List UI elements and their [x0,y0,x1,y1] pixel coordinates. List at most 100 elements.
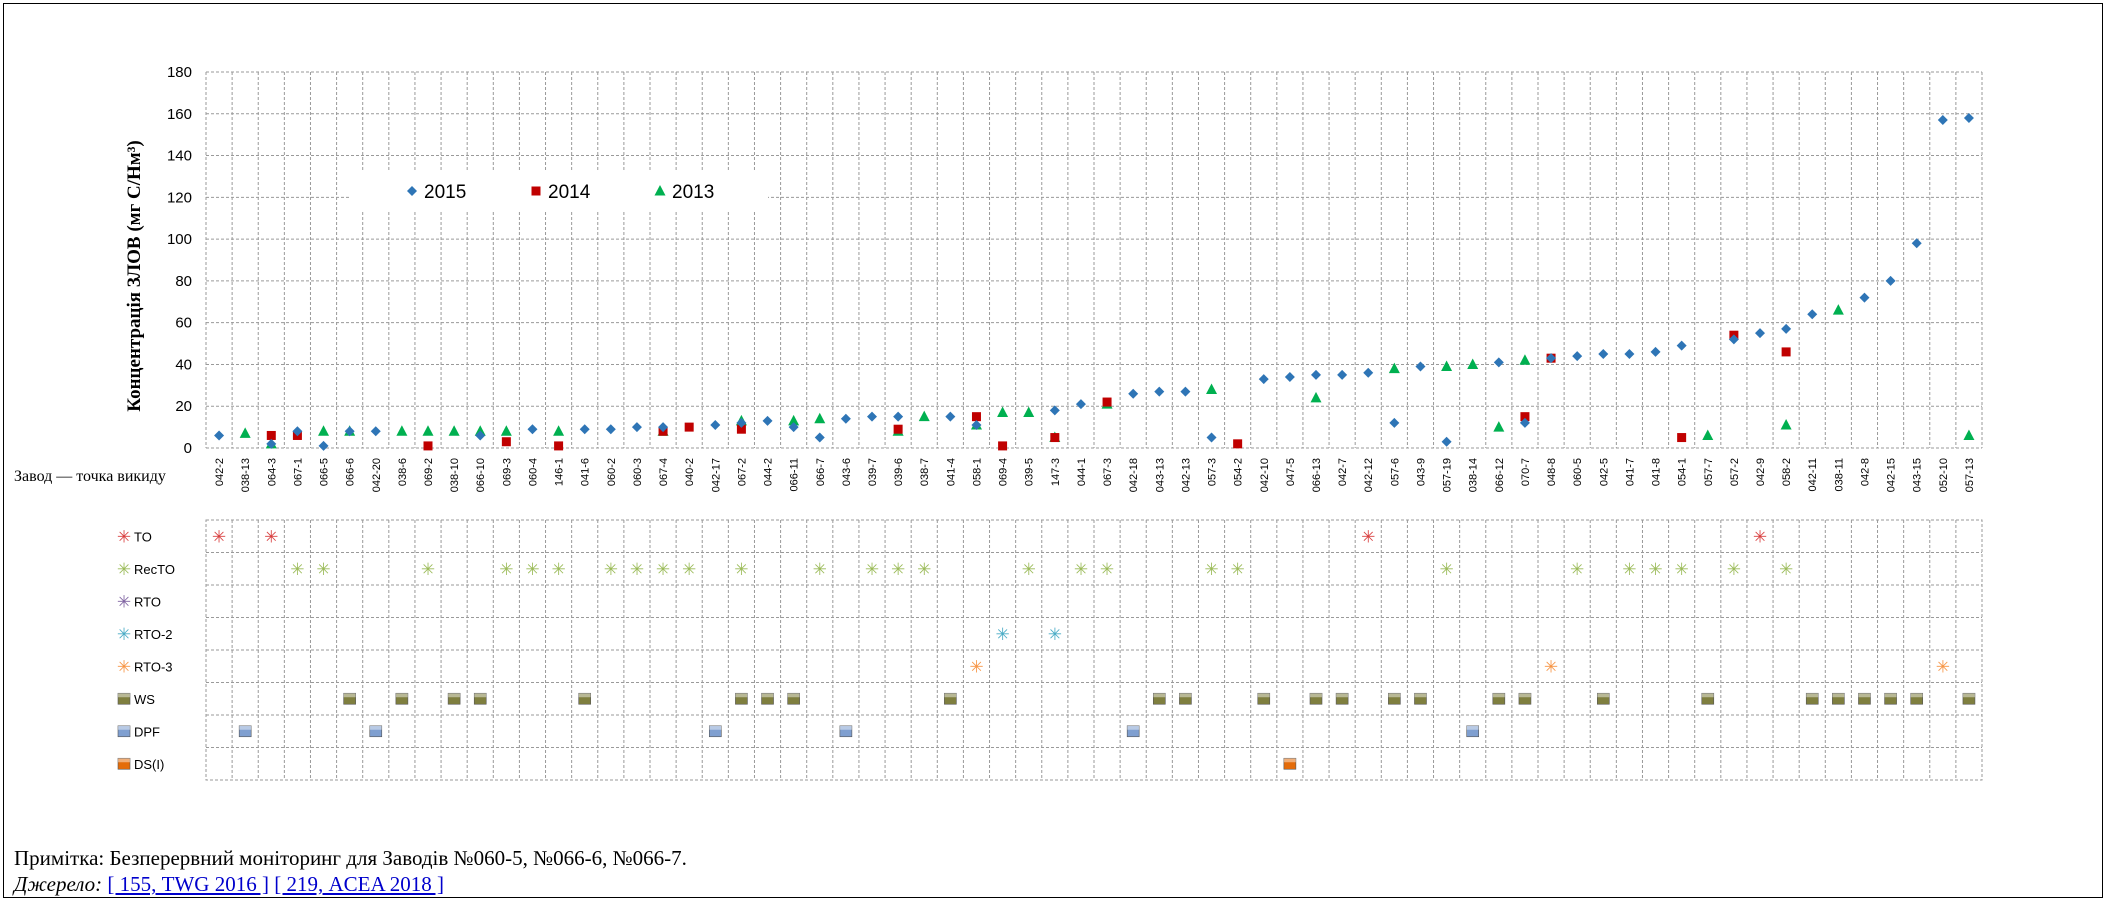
technique-mark-RecTO: ✳ [1622,560,1636,580]
data-point-2014 [423,441,433,451]
technique-mark-WS-highlight [1858,693,1871,698]
data-point-2014 [971,412,981,422]
data-point-2015 [1572,351,1583,362]
technique-mark-WS [1884,692,1897,705]
y-axis-ticks: 0 20 40 60 80 100 120 140 160 180 [167,64,192,457]
technique-mark-DPF-highlight [239,725,252,730]
data-point-2014 [684,422,694,432]
technique-mark-RecTO: ✳ [1779,560,1793,580]
data-point-2015 [1598,349,1609,359]
data-point-2015 [1389,417,1400,428]
x-tick-label: 066-11 [789,458,801,491]
x-tick-label: 057-7 [1703,458,1715,486]
technique-mark-RecTO: ✳ [656,560,670,580]
plot-gridlines [205,71,1983,449]
technique-markers: ✳ ✳ ✳ ✳ ✳ ✳ ✳ ✳ ✳ ✳ ✳ ✳ ✳ ✳ ✳ ✳ ✳ ✳ ✳ ✳ ✳ ✳ ✳ ✳ ✳ ✳ ✳ ✳ ✳ ✳ ✳ ✳ ✳ ✳ ✳ ✳ [212,527,1976,770]
technique-mark-WS-highlight [1518,693,1531,698]
x-tick-label: 060-2 [606,458,618,486]
source-ref-155[interactable]: [ 155, TWG 2016 ] [107,872,269,896]
technique-mark-WS [1414,692,1427,705]
technique-mark-RecTO: ✳ [1022,560,1036,580]
x-tick-label: 069-4 [998,458,1010,486]
data-point-2015 [1415,361,1426,372]
x-tick-label: 060-3 [632,458,644,486]
x-tick-label: 039-6 [893,458,905,486]
technique-mark-RecTO: ✳ [917,560,931,580]
technique-mark-DPF [1126,725,1140,738]
data-point-2015 [945,411,956,422]
technique-mark-WS-highlight [474,693,487,698]
technique-mark-WS-highlight [1701,693,1714,698]
x-tick-label: 042-8 [1859,458,1871,486]
data-point-2015 [370,426,381,437]
data-point-2015 [1154,386,1165,397]
x-tick-label: 042-7 [1337,458,1349,486]
technique-mark-RecTO: ✳ [865,560,879,580]
technique-mark-RecTO: ✳ [1439,560,1453,580]
technique-mark-DPF [708,725,722,738]
legend-marker-2014 [531,186,541,196]
data-point-2015 [1311,369,1321,380]
technique-mark-RTO-2: ✳ [995,625,1009,645]
data-point-2014 [1102,397,1112,407]
technique-matrix [205,519,1983,781]
data-point-2015 [1911,238,1922,249]
technique-mark-DPF-highlight [839,725,852,730]
technique-mark-WS-highlight [343,693,356,698]
technique-legend-DPF-highlight [118,725,130,730]
data-point-2015 [1937,115,1948,126]
data-point-2015 [266,438,277,449]
technique-mark-RecTO: ✳ [316,560,330,580]
technique-mark-WS [1805,692,1819,705]
data-point-2013 [318,425,330,436]
x-tick-label: 042-18 [1128,458,1140,492]
data-point-2013 [239,427,251,438]
technique-mark-RecTO: ✳ [1648,560,1662,580]
technique-mark-RecTO: ✳ [1231,560,1245,580]
x-tick-label: 041-4 [945,458,957,486]
x-tick-label: 038-13 [240,458,252,492]
data-point-2015 [1206,432,1217,443]
technique-mark-WS-highlight [1910,693,1923,698]
x-tick-label: 039-7 [867,458,879,486]
y-tick-label: 180 [167,64,192,81]
technique-mark-WS-highlight [395,693,408,698]
technique-mark-DPF-highlight [369,725,382,730]
technique-mark-WS [787,692,800,705]
data-point-2014 [1233,439,1243,449]
data-point-2015 [867,411,877,422]
legend-marker-2013 [654,185,666,196]
data-point-2014 [736,424,746,434]
technique-legend-DS(I) [117,757,131,770]
x-tick-label: 048-8 [1546,458,1558,486]
technique-legend-WS-highlight [118,693,130,698]
data-point-2014 [554,441,564,451]
technique-mark-WS [1492,692,1506,705]
x-tick-label: 042-11 [1807,458,1819,491]
data-point-2015 [736,417,747,428]
source-ref-219[interactable]: [ 219, ACEA 2018 ] [274,872,444,896]
technique-mark-WS-highlight [578,693,591,698]
x-tick-label: 042-20 [371,458,383,492]
x-tick-label: 041-7 [1624,458,1636,486]
x-tick-label: 044-1 [1076,458,1088,486]
x-tick-label: 042-15 [1886,458,1898,492]
data-point-2015 [318,440,329,451]
technique-mark-WS-highlight [1310,693,1322,698]
x-tick-label: 057-3 [1207,458,1219,486]
x-tick-label: 057-13 [1964,458,1976,492]
y-tick-label: 160 [167,106,192,123]
x-tick-label: 060-4 [527,458,539,486]
technique-mark-RecTO: ✳ [1100,560,1114,580]
x-tick-label: 066-7 [815,458,827,486]
legend-label: 2015 [424,182,466,203]
y-tick-label: 120 [167,189,192,206]
technique-mark-RecTO: ✳ [891,560,905,580]
data-point-2013 [814,412,826,424]
technique-mark-WS-highlight [448,693,461,698]
technique-mark-WS [1910,692,1924,705]
technique-mark-WS [1962,692,1976,705]
technique-label: TO [134,529,152,544]
x-tick-label: 042-17 [710,458,722,492]
